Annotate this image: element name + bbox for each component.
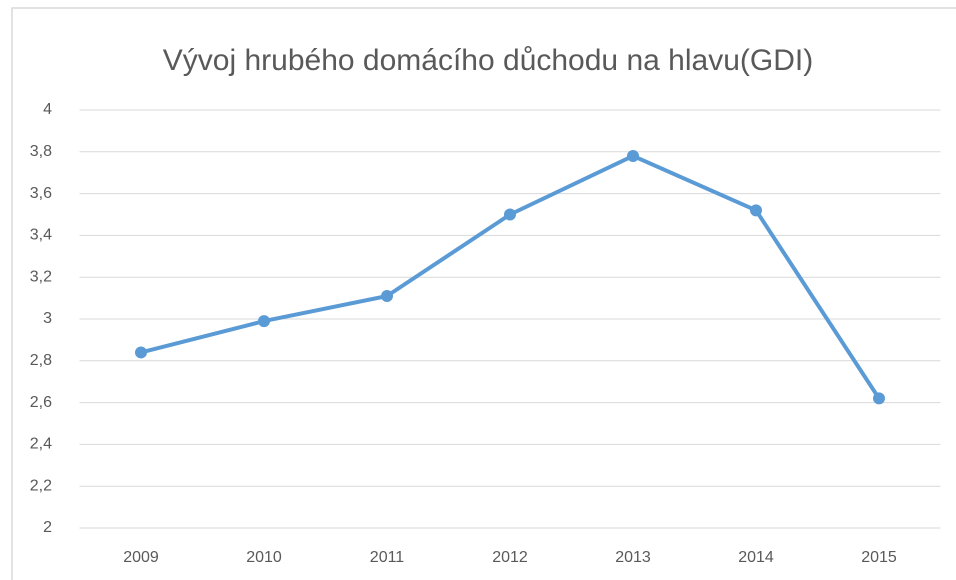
x-tick-label: 2010 bbox=[246, 549, 282, 566]
y-tick-label: 4 bbox=[43, 101, 52, 118]
y-tick-label: 3,8 bbox=[30, 143, 52, 160]
chart-frame bbox=[11, 7, 956, 580]
data-point bbox=[627, 149, 639, 162]
y-tick-label: 2,4 bbox=[30, 436, 52, 453]
data-point bbox=[750, 204, 762, 217]
data-point bbox=[258, 315, 270, 328]
x-tick-label: 2009 bbox=[123, 549, 159, 566]
x-tick-label: 2011 bbox=[370, 549, 405, 566]
y-tick-label: 2 bbox=[43, 519, 52, 536]
y-tick-label: 3,6 bbox=[30, 185, 52, 202]
y-tick-label: 3,4 bbox=[30, 227, 52, 244]
data-point bbox=[135, 346, 147, 359]
y-tick-label: 3 bbox=[43, 310, 52, 327]
chart-title: Vývoj hrubého domácího důchodu na hlavu(… bbox=[163, 44, 813, 77]
data-point bbox=[873, 392, 885, 405]
x-tick-label: 2014 bbox=[738, 549, 774, 566]
x-tick-label: 2013 bbox=[615, 549, 651, 566]
data-point bbox=[381, 290, 393, 303]
x-tick-label: 2012 bbox=[492, 549, 528, 566]
y-tick-label: 3,2 bbox=[30, 268, 52, 285]
x-tick-label: 2015 bbox=[861, 549, 897, 566]
data-point bbox=[504, 208, 516, 221]
y-tick-label: 2,2 bbox=[30, 477, 52, 494]
y-tick-label: 2,6 bbox=[30, 394, 52, 411]
y-tick-label: 2,8 bbox=[30, 352, 52, 369]
